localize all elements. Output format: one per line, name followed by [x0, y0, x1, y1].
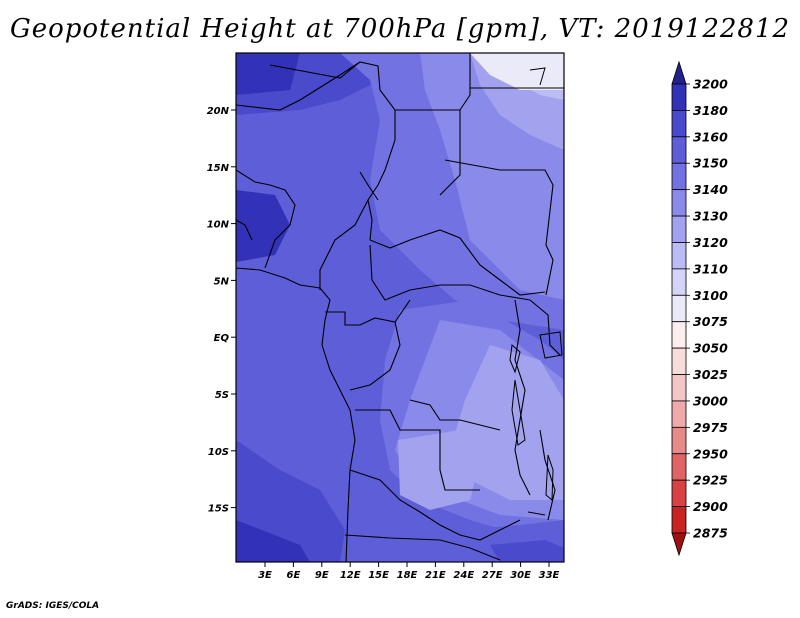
border-west-2	[236, 169, 296, 269]
lat-tick-label: 10N	[207, 220, 230, 231]
colorbar-label: 3075	[693, 314, 728, 329]
colorbar-box	[671, 294, 687, 323]
field-region-3110-south	[398, 430, 480, 510]
lake-tanganyika	[511, 379, 526, 446]
colorbar-label: 2975	[693, 420, 728, 435]
lake-chad-area	[359, 171, 379, 201]
border-malawi	[539, 429, 556, 521]
coastline-west	[236, 267, 356, 562]
colorbar-label: 3050	[693, 341, 728, 356]
colorbar-box	[671, 268, 687, 296]
border-angola-south	[349, 469, 521, 541]
colorbar-label: 2950	[693, 446, 728, 461]
border-north-4	[459, 53, 471, 111]
colorbar-box	[671, 400, 687, 428]
colorbar-box	[671, 321, 687, 349]
lon-tick-label: 27E	[482, 570, 503, 581]
colorbar-box	[671, 426, 687, 455]
border-namibia	[344, 534, 501, 561]
field-region-3075-ne	[470, 53, 564, 90]
lake-victoria	[539, 331, 563, 359]
colorbar-label: 3100	[693, 288, 728, 303]
lat-tick-label: 20N	[207, 106, 230, 117]
longitude-axis: 3E 6E 9E 12E 15E 18E 21E 24E 27E 30E 33E	[258, 562, 560, 581]
border-drc-south	[409, 399, 501, 431]
lon-tick-label: 6E	[287, 570, 301, 581]
lon-tick-label: 18E	[397, 570, 418, 581]
lon-tick-label: 9E	[315, 570, 329, 581]
colorbar-label: 3130	[693, 209, 728, 224]
lon-tick-label: 15E	[368, 570, 389, 581]
colorbar-box	[671, 479, 687, 507]
lon-tick-label: 30E	[510, 570, 531, 581]
colorbar-box	[671, 374, 687, 402]
lat-tick-label: 5N	[214, 276, 230, 287]
colorbar-box	[671, 110, 687, 138]
colorbar-box	[671, 215, 687, 243]
colorbar-box	[671, 506, 687, 534]
border-congo	[349, 321, 401, 391]
border-angola-east	[355, 409, 480, 491]
lat-tick-label: 10S	[208, 447, 229, 458]
lon-tick-label: 12E	[340, 570, 361, 581]
colorbar-label: 3200	[693, 77, 728, 92]
lakes	[509, 67, 563, 516]
colorbar-min-arrow	[671, 532, 687, 557]
height-field	[236, 53, 564, 562]
colorbar-box	[671, 242, 687, 270]
field-region-3150-southeast	[490, 540, 564, 562]
lake-malawi	[545, 454, 554, 502]
coast-ne-fragment	[529, 67, 546, 86]
colorbar: 3200 3180 3160 3150 3140 3130 3120 3110 3100 3075…	[671, 60, 728, 557]
lat-tick-label: EQ	[214, 333, 230, 344]
lon-tick-label: 24E	[453, 570, 474, 581]
colorbar-label: 3180	[693, 103, 728, 118]
colorbar-label: 3160	[693, 129, 728, 144]
border-central-2	[369, 244, 531, 301]
colorbar-max-arrow	[671, 60, 687, 85]
border-east-lakes	[514, 299, 531, 496]
colorbar-label: 3110	[693, 261, 728, 276]
border-north-1	[236, 61, 396, 241]
field-region-3160-northwest	[236, 53, 300, 95]
colorbar-label: 3120	[693, 235, 728, 250]
colorbar-label: 3000	[693, 393, 728, 408]
border-east-1	[444, 159, 554, 296]
colorbar-box	[671, 189, 687, 217]
colorbar-label: 2925	[693, 473, 728, 488]
colorbar-box	[671, 162, 687, 191]
colorbar-label: 2900	[693, 499, 728, 514]
latitude-axis: 20N 15N 10N 5N EQ 5S 10S 15S	[207, 106, 236, 515]
border-west-1	[319, 199, 369, 290]
credit-text: GrADS: IGES/COLA	[6, 601, 100, 611]
lon-tick-label: 33E	[539, 570, 560, 581]
border-uganda	[529, 299, 561, 356]
lon-tick-label: 3E	[258, 570, 272, 581]
field-region-3160-westcoast	[236, 190, 290, 262]
lat-tick-label: 5S	[215, 390, 229, 401]
map-frame	[235, 52, 565, 563]
colorbar-label: 3140	[693, 182, 728, 197]
border-small-west	[236, 219, 253, 241]
colorbar-box	[671, 136, 687, 164]
border-central-1	[369, 229, 546, 296]
lake-kariba	[527, 511, 546, 516]
country-borders	[236, 53, 564, 562]
colorbar-label: 3150	[693, 156, 728, 171]
colorbar-box	[671, 453, 687, 481]
lon-tick-label: 21E	[425, 570, 446, 581]
lake-albert	[509, 344, 521, 374]
colorbar-label: 3025	[693, 367, 728, 382]
lat-tick-label: 15S	[208, 504, 229, 515]
border-north-3	[395, 109, 461, 196]
lat-tick-label: 15N	[207, 163, 230, 174]
colorbar-label: 2875	[693, 526, 728, 541]
colorbar-box	[671, 83, 687, 111]
colorbar-box	[671, 347, 687, 375]
border-north-2	[269, 61, 361, 79]
field-region-3160-southwest	[236, 520, 310, 562]
map-title: Geopotential Height at 700hPa [gpm], VT:…	[9, 14, 791, 44]
